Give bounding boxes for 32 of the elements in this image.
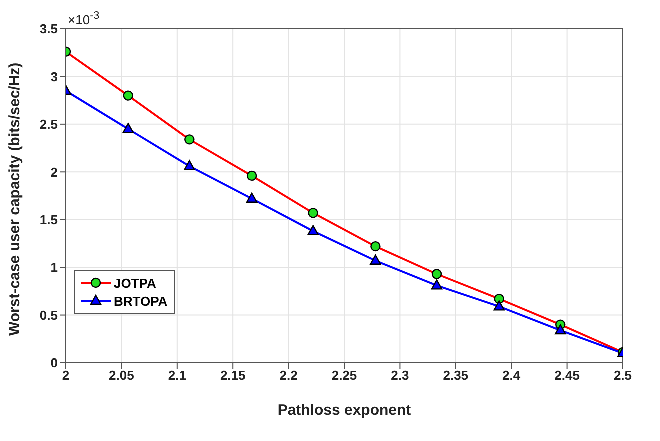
x-tick-label: 2.2 xyxy=(280,368,298,384)
y-tick-label: 2 xyxy=(50,164,58,180)
x-tick-label: 2.4 xyxy=(502,368,522,384)
point xyxy=(122,123,134,134)
x-tick-label: 2.25 xyxy=(332,368,358,384)
legend-label: JOTPA xyxy=(114,276,156,290)
y-tick-label: 2.5 xyxy=(40,117,58,132)
point xyxy=(184,160,196,171)
y-tick-label: 0.5 xyxy=(40,308,58,323)
x-axis-title: Pathloss exponent xyxy=(278,402,412,419)
point xyxy=(555,324,566,335)
x-tick-label: 2.35 xyxy=(443,368,469,384)
y-tick-label: 1.5 xyxy=(40,212,58,228)
x-tick-label: 2.1 xyxy=(168,368,186,384)
y-tick-label: 1 xyxy=(50,260,58,276)
point xyxy=(431,280,443,290)
x-tick-label: 2.45 xyxy=(554,368,580,384)
point xyxy=(246,192,258,203)
y-tick-label: 3.5 xyxy=(40,22,58,37)
x-tick-label: 2.15 xyxy=(220,368,246,384)
x-tick-label: 2 xyxy=(62,368,70,384)
point xyxy=(308,225,319,236)
y-axis-title: Worst-case user capacity (bits/sec/Hz) xyxy=(6,62,24,336)
x-tick-label: 2.3 xyxy=(391,368,410,384)
text: ×10$^{-3}$ xyxy=(68,9,100,28)
point xyxy=(370,254,382,265)
x-tick-label: 2.5 xyxy=(614,368,632,384)
y-tick-label: 0 xyxy=(50,356,58,371)
legend-label: BRTOPA xyxy=(114,294,168,308)
point xyxy=(494,300,505,311)
x-tick-label: 2.05 xyxy=(109,368,134,384)
y-tick-label: 3 xyxy=(50,69,58,84)
